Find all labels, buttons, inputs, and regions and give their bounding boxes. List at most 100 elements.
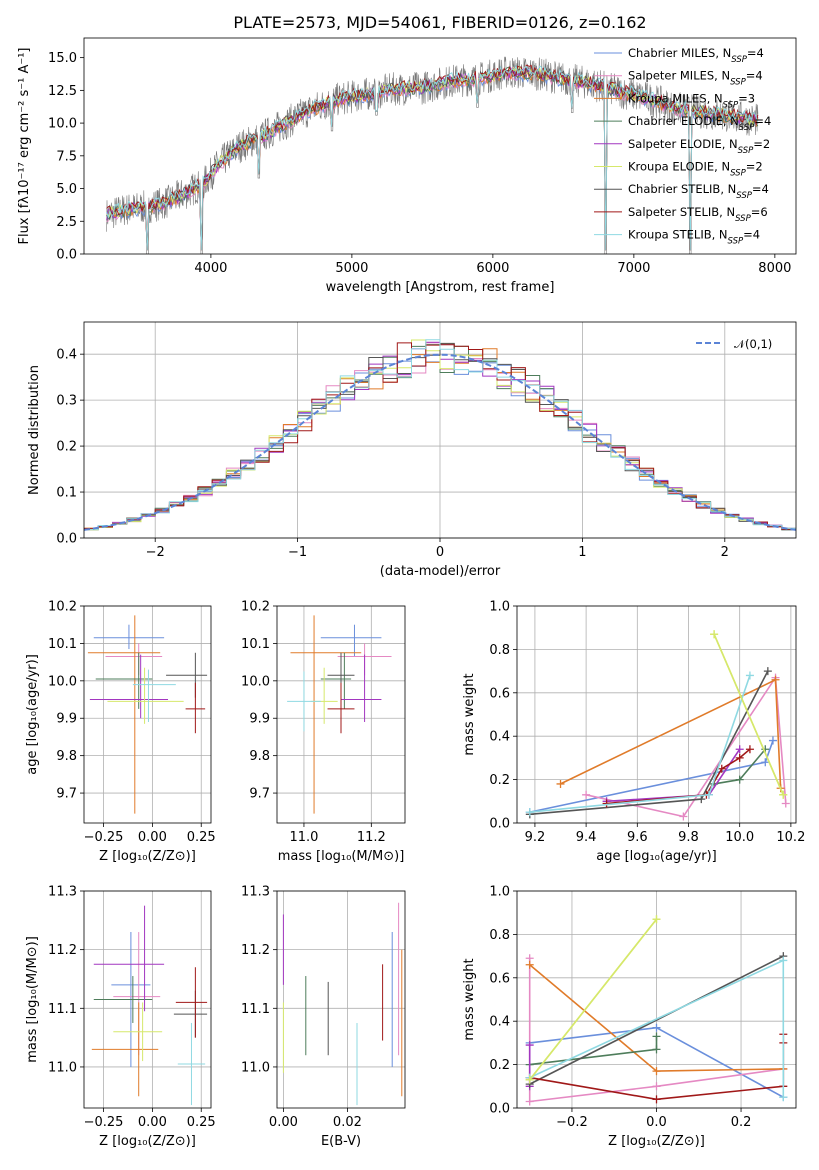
x-tick-label: −0.2 [556,1115,588,1130]
legend-eq: =4 [747,46,764,60]
y-tick-label: 9.7 [56,787,77,802]
mass_vs_ebv-errorbars [282,902,403,1106]
weight-line-chabrier_stelib [529,955,784,1085]
legend-label: Kroupa ELODIE, N [628,160,730,174]
x-tick-label: 0 [436,545,444,560]
y-tick-label: 0.6 [489,686,510,701]
age_vs_Z-axes: −0.25 0.00 0.25 9.7 9.8 9.9 10.0 10.1 10.2 Z [log… [25,600,216,865]
weight_vs_Z-frame [516,890,797,1109]
mass_vs_Z-errorbars [91,905,208,1106]
y-tick-label: 11.1 [48,1002,77,1017]
x-tick-label: 0.00 [269,1115,298,1130]
y-tick-label: 0.1 [56,486,77,501]
y-tick-label: 9.9 [56,712,77,727]
weight-marker-salpeter_stelib [735,753,744,762]
spectrum-frame [83,37,797,255]
legend-entry-kroupa_stelib: Kroupa STELIB, NSSP=4 [628,228,760,247]
chart-title: PLATE=2573, MJD=54061, FIBERID=0126, z=0… [233,13,646,32]
y-tick-label: 11.3 [241,885,270,900]
legend-sub: SSP [730,169,746,179]
x-tick-label: 4000 [194,261,227,276]
weight-marker-salpeter_stelib [745,745,754,754]
x-tick-label: 9.6 [627,830,648,845]
weight-line-kroupa_elodie [529,918,658,1081]
legend-sub: SSP [736,191,752,201]
x-tick-label: 9.8 [678,830,699,845]
y-tick-label: 10.0 [48,117,77,132]
x-axis-label: age [log₁₀(age/yr)] [596,849,717,864]
weight-marker-kroupa_elodie [710,630,719,639]
x-tick-label: 9.2 [525,830,546,845]
y-tick-label: 0.8 [489,928,510,943]
x-axis-label: Z [log₁₀(Z/Z⊙)] [99,1134,196,1149]
age_vs_Z-errorbars [87,615,208,814]
y-tick-label: 11.1 [241,1002,270,1017]
weight-marker-chabrier_miles [761,758,770,767]
weight-marker-kroupa_stelib [745,671,754,680]
legend-eq: =2 [753,137,770,151]
legend-sub: SSP [730,78,746,88]
weight-marker-kroupa_stelib [525,808,534,817]
y-axis-label: mass weight [462,673,477,755]
x-tick-label: 6000 [476,261,509,276]
legend-eq: =4 [752,182,769,196]
legend-entry-salpeter_miles: Salpeter MILES, NSSP=4 [628,69,763,88]
y-axis-label: mass weight [462,958,477,1040]
weight-line-chabrier_miles [529,740,774,813]
y-axis-label: Normed distribution [27,365,42,495]
legend-label: Salpeter STELIB, N [628,205,735,219]
y-tick-label: 9.7 [249,787,270,802]
x-tick-label: 10.2 [776,830,805,845]
age_vs_mass-frame [276,605,406,824]
legend-eq: =6 [751,205,768,219]
weight-line-kroupa_miles [560,678,782,789]
weight-marker-kroupa_stelib [779,956,788,965]
x-tick-label: 11.0 [289,830,318,845]
weight-marker-salpeter_miles [525,1097,534,1106]
legend-label: Salpeter MILES, N [628,69,730,83]
mass_vs_Z-axes: −0.25 0.00 0.25 11.0 11.1 11.2 11.3 Z [log₁₀(Z/… [25,885,216,1150]
y-tick-label: 9.8 [56,749,77,764]
y-tick-label: 15.0 [48,51,77,66]
legend-entry-chabrier_stelib: Chabrier STELIB, NSSP=4 [628,182,769,201]
x-tick-label: 11.2 [357,830,386,845]
y-tick-label: 0.4 [489,1015,510,1030]
legend-sub: SSP [735,214,751,224]
x-tick-label: 9.4 [576,830,597,845]
y-tick-label: 12.5 [48,84,77,99]
histogram-steps [84,339,796,531]
x-tick-label: 0.0 [646,1115,667,1130]
y-tick-label: 0.0 [489,817,510,832]
weight-marker-kroupa_miles [771,675,780,684]
x-axis-label: mass [log₁₀(M/M⊙)] [278,849,405,864]
y-tick-label: 0.2 [489,773,510,788]
weight-marker-kroupa_elodie [525,1075,534,1084]
x-tick-label: 0.25 [187,1115,216,1130]
legend-label: Kroupa STELIB, N [628,228,728,242]
legend-sub: SSP [728,237,744,247]
mass_vs_ebv-frame [276,890,406,1109]
weight-marker-chabrier_stelib [697,795,706,804]
legend-entry-chabrier_elodie: Chabrier ELODIE, NSSP=4 [628,114,771,133]
x-axis-label: (data-model)/error [380,564,501,579]
age_vs_mass-errorbars [287,615,392,814]
x-tick-label: −0.25 [84,830,124,845]
histogram-kroupa_elodie [84,339,796,531]
legend-sub: SSP [731,55,747,65]
y-tick-label: 0.4 [56,348,77,363]
x-tick-label: −1 [288,545,307,560]
weight-line-salpeter_stelib [606,748,751,805]
x-tick-label: 10.0 [725,830,754,845]
y-tick-label: 1.0 [489,885,510,900]
y-tick-label: 0.0 [56,532,77,547]
weight-marker-salpeter_stelib [602,799,611,808]
legend-sub: SSP [738,146,754,156]
y-tick-label: 0.2 [489,1058,510,1073]
y-tick-label: 0.2 [56,440,77,455]
weight-marker-kroupa_stelib [704,790,713,799]
legend-eq: =2 [746,160,763,174]
y-tick-label: 0.0 [489,1102,510,1117]
x-axis-label: Z [log₁₀(Z/Z⊙)] [608,1134,705,1149]
legend-label: Chabrier MILES, N [628,46,731,60]
weight_vs_Z-axes: −0.2 0.0 0.2 0.0 0.2 0.4 0.6 0.8 1.0 Z [log₁₀(Z/Z… [462,885,796,1149]
